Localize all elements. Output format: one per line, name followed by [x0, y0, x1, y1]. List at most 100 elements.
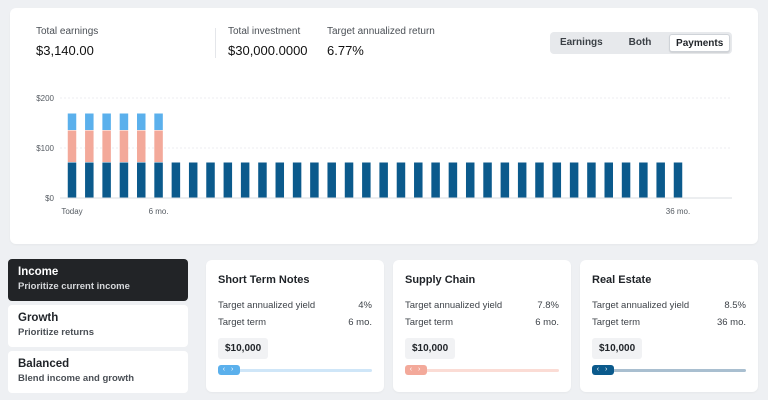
term-value: 6 mo. — [535, 317, 559, 328]
amount-value[interactable]: $10,000 — [405, 338, 456, 359]
bar-segment — [119, 130, 129, 162]
payments-chart: $0 $100 $200 Today 6 mo. 36 mo. — [36, 94, 732, 216]
strategy-growth-title: Growth — [18, 312, 59, 324]
bar-segment — [344, 162, 354, 198]
bar-segment — [154, 113, 163, 130]
bar-segment — [362, 162, 371, 198]
strategy-growth[interactable]: Growth Prioritize returns — [8, 305, 188, 347]
term-value: 6 mo. — [348, 317, 372, 328]
bar-segment — [206, 162, 215, 198]
toggle-both[interactable]: Both — [628, 37, 652, 48]
bar-segment — [119, 113, 129, 130]
yield-label: Target annualized yield — [405, 300, 503, 311]
y-tick-label: $200 — [36, 94, 54, 103]
term-row: Target term 36 mo. — [592, 317, 746, 328]
total-earnings-label: Total earnings — [36, 26, 99, 37]
toggle-payments[interactable]: Payments — [669, 34, 731, 52]
strategy-growth-subtitle: Prioritize returns — [18, 327, 95, 338]
x-tick-label: 6 mo. — [149, 207, 169, 216]
strategy-income[interactable]: Income Prioritize current income — [8, 259, 188, 301]
bar-segment — [171, 162, 181, 198]
term-label: Target term — [592, 317, 641, 328]
target-return: Target annualized return 6.77% — [327, 26, 435, 58]
summary-divider — [215, 28, 216, 58]
bar-segment — [396, 162, 406, 198]
slider-handle[interactable]: ‹ › — [218, 365, 240, 375]
total-earnings: Total earnings $3,140.00 — [36, 26, 98, 58]
term-label: Target term — [405, 317, 454, 328]
target-return-value: 6.77% — [327, 43, 364, 58]
bar-segment — [569, 162, 579, 198]
x-tick-label: 36 mo. — [666, 207, 690, 216]
product-title: Supply Chain — [405, 274, 476, 286]
bar-segment — [154, 162, 163, 198]
bar-segment — [310, 162, 319, 198]
slider-track[interactable] — [218, 369, 372, 372]
bar-segment — [604, 162, 613, 198]
bar-segment — [119, 162, 129, 198]
bar-segment — [379, 162, 388, 198]
slider-track[interactable] — [405, 369, 559, 372]
chart-grid — [60, 97, 732, 199]
bar-segment — [500, 162, 510, 198]
chart-labels: $0 $100 $200 Today 6 mo. 36 mo. — [36, 94, 690, 216]
strategy-balanced[interactable]: Balanced Blend income and growth — [8, 351, 188, 393]
strategy-balanced-title: Balanced — [18, 358, 70, 370]
bar-segment — [102, 130, 111, 162]
y-tick-label: $0 — [45, 194, 54, 203]
yield-label: Target annualized yield — [592, 300, 690, 311]
yield-value: 4% — [358, 300, 372, 311]
bar-segment — [639, 162, 648, 198]
bar-segment — [448, 162, 458, 198]
view-toggle: Earnings Both Payments — [550, 32, 732, 54]
bar-segment — [137, 162, 146, 198]
bar-segment — [465, 162, 475, 198]
bar-segment — [275, 162, 285, 198]
x-tick-label: Today — [61, 207, 82, 216]
product-card-short-term-notes: Short Term Notes Target annualized yield… — [206, 260, 384, 392]
toggle-earnings[interactable]: Earnings — [559, 37, 603, 48]
amount-slider[interactable]: ‹ › — [405, 365, 559, 375]
bar-segment — [85, 113, 94, 130]
term-row: Target term 6 mo. — [405, 317, 559, 328]
product-title: Real Estate — [592, 274, 652, 286]
strategy-income-title: Income — [18, 266, 59, 278]
yield-label: Target annualized yield — [218, 300, 316, 311]
strategy-income-subtitle: Prioritize current income — [18, 281, 130, 292]
bar-segment — [414, 162, 423, 198]
bar-segment — [67, 113, 77, 130]
term-label: Target term — [218, 317, 267, 328]
bar-segment — [656, 162, 665, 198]
bar-segment — [535, 162, 544, 198]
bar-segment — [85, 162, 94, 198]
slider-handle[interactable]: ‹ › — [592, 365, 614, 375]
bar-segment — [258, 162, 267, 198]
bar-segment — [67, 162, 77, 198]
bar-segment — [292, 162, 302, 198]
slider-track[interactable] — [592, 369, 746, 372]
bar-segment — [483, 162, 492, 198]
chart-bars — [67, 113, 683, 198]
yield-value: 8.5% — [724, 300, 746, 311]
bar-segment — [240, 162, 250, 198]
bar-segment — [154, 130, 163, 162]
amount-slider[interactable]: ‹ › — [218, 365, 372, 375]
amount-slider[interactable]: ‹ › — [592, 365, 746, 375]
y-tick-label: $100 — [36, 144, 54, 153]
term-value: 36 mo. — [716, 317, 746, 328]
bar-segment — [188, 162, 198, 198]
amount-value[interactable]: $10,000 — [592, 338, 643, 359]
bar-segment — [587, 162, 596, 198]
bar-segment — [673, 162, 683, 198]
bar-segment — [137, 113, 146, 130]
amount-value[interactable]: $10,000 — [218, 338, 269, 359]
bar-segment — [102, 113, 111, 130]
bar-segment — [327, 162, 336, 198]
bar-segment — [431, 162, 440, 198]
summary-card: Total earnings $3,140.00 Total investmen… — [10, 8, 758, 244]
slider-handle[interactable]: ‹ › — [405, 365, 427, 375]
yield-row: Target annualized yield 4% — [218, 300, 372, 311]
yield-value: 7.8% — [537, 300, 559, 311]
bar-segment — [621, 162, 631, 198]
total-investment-label: Total investment — [228, 26, 301, 37]
